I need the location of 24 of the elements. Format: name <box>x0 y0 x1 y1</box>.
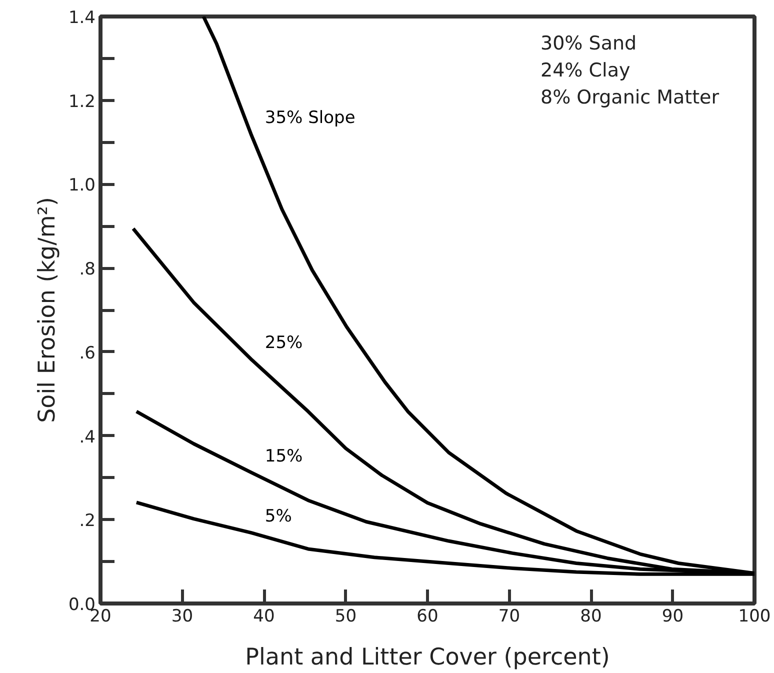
y-axis-title: Soil Erosion (kg/m²) <box>34 197 60 423</box>
y-tick-label: .6 <box>79 343 96 364</box>
x-tick-label: 40 <box>253 606 275 626</box>
series-label: 15% <box>264 446 303 466</box>
annotation: 8% Organic Matter <box>540 86 720 108</box>
series-label: 5% <box>264 506 292 527</box>
x-tick-label: 30 <box>171 606 194 626</box>
annotation: 30% Sand <box>540 32 637 54</box>
y-tick-label: .8 <box>79 260 96 280</box>
x-tick-label: 60 <box>416 606 438 626</box>
y-tick-label: 1.0 <box>68 176 96 196</box>
y-tick-label: 1.4 <box>68 8 96 28</box>
x-tick-label: 70 <box>498 606 520 626</box>
annotation: 24% Clay <box>540 60 630 82</box>
x-tick-label: 90 <box>662 606 684 626</box>
x-axis-title: Plant and Litter Cover (percent) <box>245 644 610 670</box>
y-tick-label: .2 <box>79 511 96 532</box>
y-tick-label: .4 <box>79 427 96 448</box>
x-tick-label: 50 <box>334 606 357 626</box>
series-label: 35% Slope <box>264 108 356 128</box>
x-tick-label: 100 <box>738 606 771 626</box>
y-tick-label: 1.2 <box>68 92 96 112</box>
series-label: 25% <box>264 333 303 354</box>
x-tick-label: 80 <box>580 606 602 626</box>
